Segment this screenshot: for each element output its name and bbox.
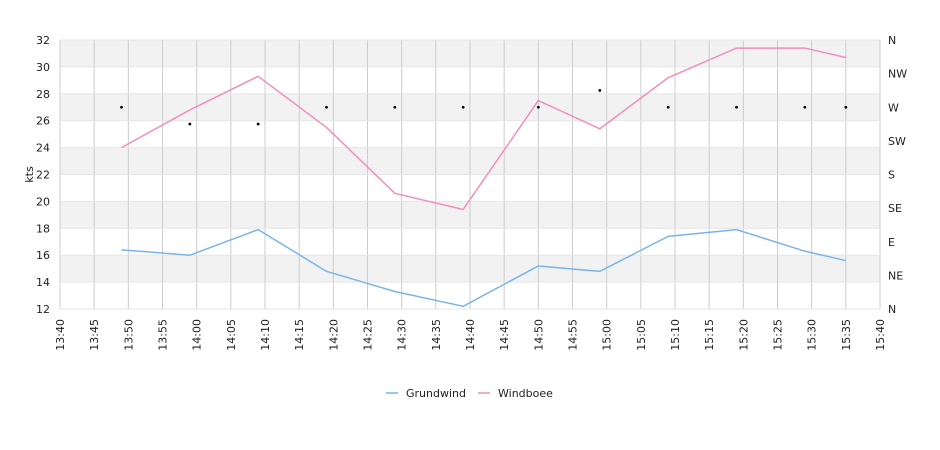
y-tick-label: 14 [36, 276, 50, 289]
direction-marker [120, 105, 123, 109]
y-tick-label: 20 [36, 195, 50, 208]
y-tick-label: 24 [36, 142, 50, 155]
direction-marker [393, 105, 397, 109]
x-tick-label: 14:50 [532, 319, 545, 351]
direction-marker [844, 105, 848, 109]
direction-marker [735, 105, 738, 109]
x-tick-label: 15:40 [874, 319, 887, 351]
y-tick-label: 12 [36, 303, 50, 316]
direction-tick-label: S [888, 169, 895, 182]
direction-tick-label: N [888, 303, 896, 316]
x-tick-label: 15:35 [840, 319, 853, 351]
series-line-windboee [121, 47, 846, 211]
x-tick-label: 13:55 [157, 319, 170, 351]
y-axis-label: kts [23, 166, 36, 183]
y-tick-label: 32 [36, 34, 50, 47]
x-tick-label: 15:00 [601, 319, 614, 351]
direction-marker [803, 105, 807, 109]
x-tick-label: 13:45 [88, 319, 101, 351]
x-tick-label: 15:30 [806, 319, 819, 351]
x-tick-label: 14:00 [191, 319, 204, 351]
x-tick-label: 15:10 [669, 319, 682, 351]
direction-tick-label: NW [888, 68, 907, 81]
series-layer [121, 47, 846, 308]
legend-label: Windboee [498, 387, 553, 400]
x-tick-label: 13:40 [54, 319, 67, 351]
direction-marker [325, 105, 328, 109]
x-tick-label: 14:40 [464, 319, 477, 351]
y-tick-label: 28 [36, 88, 50, 101]
direction-tick-label: SW [888, 135, 906, 148]
direction-tick-label: W [888, 101, 899, 114]
direction-marker [598, 89, 602, 92]
left-y-axis: 12 14 16 18 20 22 24 26 28 30 32 [36, 34, 50, 316]
horizontal-gridlines [60, 39, 880, 310]
series-line-grundwind [121, 228, 846, 308]
x-tick-label: 14:05 [225, 319, 238, 351]
direction-marker [256, 122, 260, 126]
direction-tick-label: SE [888, 202, 902, 215]
direction-marker [536, 105, 540, 109]
x-tick-label: 13:50 [122, 319, 135, 351]
y-tick-label: 30 [36, 61, 50, 74]
x-tick-label: 14:55 [567, 319, 580, 351]
x-tick-label: 15:20 [737, 319, 750, 351]
direction-tick-label: N [888, 34, 896, 47]
x-tick-label: 14:30 [396, 319, 409, 351]
direction-marker [461, 105, 465, 109]
y-tick-label: 22 [36, 169, 50, 182]
x-tick-label: 15:25 [772, 319, 785, 351]
direction-marker [666, 105, 670, 109]
x-tick-label: 14:25 [362, 319, 375, 351]
y-tick-label: 16 [36, 249, 50, 262]
x-tick-label: 14:10 [259, 319, 272, 351]
y-tick-label: 18 [36, 222, 50, 235]
x-tick-label: 14:15 [293, 319, 306, 351]
direction-tick-label: E [888, 236, 895, 249]
x-tick-label: 14:35 [430, 319, 443, 351]
x-tick-label: 15:15 [703, 319, 716, 351]
direction-marker [188, 122, 192, 126]
x-tick-label: 14:20 [327, 319, 340, 351]
x-tick-label: 15:05 [635, 319, 648, 351]
right-direction-axis: N NE E SE S SW W NW N [888, 34, 907, 316]
x-tick-label: 14:45 [498, 319, 511, 351]
direction-markers [120, 89, 848, 126]
legend-label: Grundwind [406, 387, 466, 400]
y-tick-label: 26 [36, 115, 50, 128]
legend: Grundwind Windboee [386, 387, 553, 400]
x-axis: 13:40 13:45 13:50 13:55 14:00 14:05 14:10 14:15… [54, 319, 887, 351]
direction-tick-label: NE [888, 269, 903, 282]
